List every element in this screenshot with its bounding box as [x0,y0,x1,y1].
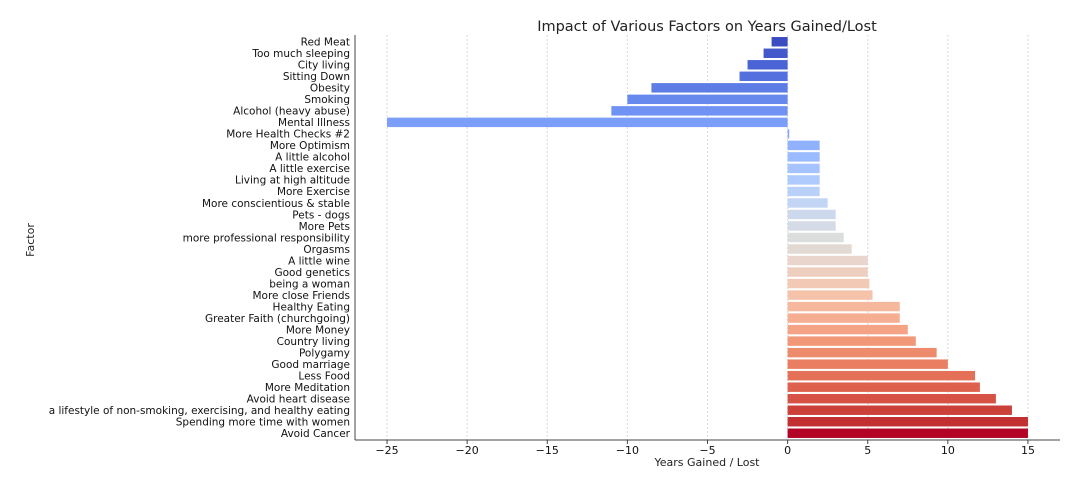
category-label: Pets - dogs [292,209,350,221]
bar [787,290,873,300]
bar [787,244,852,254]
bar [787,163,820,174]
category-label: A little alcohol [275,152,350,164]
category-label: more professional responsibility [183,232,350,244]
bar [787,152,820,162]
category-label: More conscientious & stable [202,198,350,210]
bar [787,221,836,231]
category-label: being a woman [269,278,350,290]
chart-title: Impact of Various Factors on Years Gaine… [537,19,877,35]
bar [787,301,900,312]
category-label: Spending more time with women [176,417,350,429]
y-axis-label: Factor [24,223,37,257]
category-label: Good marriage [271,359,350,371]
category-label: Polygamy [299,347,350,359]
category-label: Good genetics [274,267,350,279]
category-label: Living at high altitude [235,175,350,187]
bar [611,106,788,116]
x-tick-label: −10 [616,444,639,457]
x-tick-label: −15 [536,444,559,457]
x-tick-label: 10 [941,444,955,457]
category-label: Greater Faith (churchgoing) [205,313,350,325]
bar [627,94,788,105]
category-label: Avoid Cancer [281,428,351,440]
category-label: More Pets [299,221,350,233]
x-tick-label: 5 [864,444,871,457]
x-tick-label: −5 [699,444,715,457]
bar [771,37,788,47]
bar [787,382,980,392]
category-label: A little wine [288,255,350,267]
bar [763,48,788,58]
bar [787,267,868,277]
bar [787,129,790,139]
bar [787,370,976,381]
bar [787,428,1028,438]
bar [747,60,788,70]
category-label: Mental Illness [278,117,350,129]
bar [787,186,820,197]
category-label: Healthy Eating [273,301,350,313]
category-label: Less Food [298,370,350,382]
x-tick-label: −20 [456,444,479,457]
category-label: Orgasms [303,244,350,256]
bar [787,347,937,358]
category-label: More Health Checks #2 [226,129,350,141]
x-ticks: −25 −20 −15 −10 −5 0 5 10 15 [375,440,1035,457]
category-label: More Meditation [265,382,350,394]
bar [787,336,916,346]
x-tick-label: 0 [784,444,791,457]
category-label: City living [298,60,350,72]
category-label: Smoking [304,94,350,106]
category-label: Too much sleeping [251,48,350,60]
category-label: Red Meat [301,37,350,49]
category-label: Alcohol (heavy abuse) [233,106,350,118]
bar [787,198,828,208]
bar [651,83,788,93]
bar [387,117,788,128]
x-axis-label: Years Gained / Lost [654,456,761,469]
bar [787,359,948,369]
bar [787,313,900,323]
category-label: Sitting Down [283,71,350,83]
bar [787,232,844,243]
category-label: More Exercise [277,186,350,198]
bar [787,140,820,151]
category-label: Obesity [310,83,350,95]
bar [787,209,836,220]
bar [787,175,820,185]
bars [387,37,1028,438]
bar [787,405,1012,415]
bar [787,255,868,266]
bar [787,324,908,335]
x-tick-label: −25 [375,444,398,457]
bar [739,71,788,82]
x-tick-label: 15 [1021,444,1035,457]
bar [787,393,996,404]
category-label: Country living [277,336,350,348]
category-label: a lifestyle of non-smoking, exercising, … [49,405,350,417]
category-label: More Money [286,324,350,336]
category-label: More Optimism [270,140,350,152]
bar [787,417,1028,427]
category-label: A little exercise [269,163,350,175]
bar [787,278,870,289]
category-label: Avoid heart disease [247,394,350,406]
category-label: More close Friends [252,290,350,302]
